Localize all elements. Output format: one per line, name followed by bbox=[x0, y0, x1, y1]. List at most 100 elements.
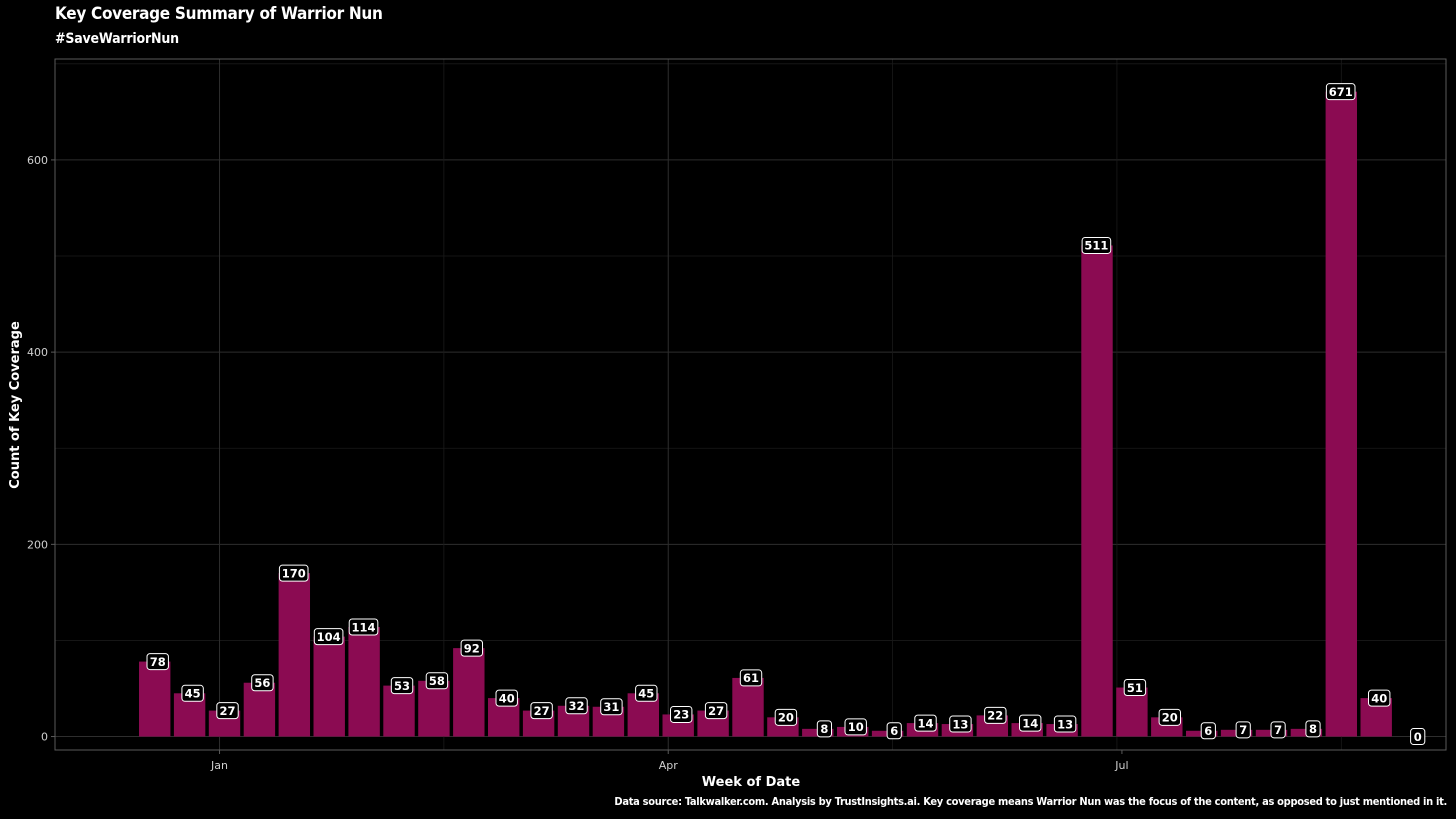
data-label-text: 22 bbox=[987, 709, 1003, 723]
y-axis-label: Count of Key Coverage bbox=[8, 321, 23, 489]
data-label: 53 bbox=[390, 677, 414, 695]
data-label: 8 bbox=[1305, 720, 1321, 738]
bar bbox=[732, 677, 764, 737]
data-label: 10 bbox=[844, 718, 867, 736]
bar bbox=[348, 626, 380, 737]
data-label: 114 bbox=[348, 618, 379, 636]
data-label-text: 40 bbox=[1371, 691, 1387, 705]
data-label: 40 bbox=[495, 689, 518, 707]
data-label: 6 bbox=[1200, 722, 1216, 740]
data-label-text: 40 bbox=[499, 691, 515, 705]
data-label-text: 13 bbox=[1057, 717, 1073, 731]
data-label-text: 8 bbox=[820, 722, 828, 736]
data-label-box bbox=[348, 618, 379, 636]
data-label-box bbox=[949, 715, 972, 733]
data-label-text: 104 bbox=[317, 630, 341, 644]
bar bbox=[313, 636, 345, 737]
data-label-box bbox=[1325, 83, 1356, 101]
data-label-text: 56 bbox=[254, 676, 270, 690]
data-label-text: 114 bbox=[352, 620, 376, 634]
data-label-text: 6 bbox=[1204, 724, 1212, 738]
data-label-box bbox=[278, 564, 309, 582]
data-label-text: 32 bbox=[569, 699, 585, 713]
data-label-text: 45 bbox=[638, 687, 654, 701]
data-label-box bbox=[313, 628, 344, 646]
data-label-box bbox=[1235, 721, 1251, 739]
data-label: 511 bbox=[1081, 236, 1112, 254]
data-label-box bbox=[1200, 722, 1216, 740]
data-label-box bbox=[251, 674, 274, 692]
data-label: 27 bbox=[216, 702, 239, 720]
data-label: 13 bbox=[949, 715, 972, 733]
data-label-box bbox=[1410, 728, 1426, 746]
data-label: 20 bbox=[774, 708, 798, 726]
data-label: 58 bbox=[425, 672, 449, 690]
bar bbox=[139, 661, 171, 737]
data-label: 32 bbox=[565, 697, 588, 715]
data-label-box bbox=[984, 706, 1007, 724]
data-label: 61 bbox=[739, 669, 763, 687]
data-label: 13 bbox=[1053, 715, 1077, 733]
data-label-box bbox=[495, 689, 518, 707]
y-tick-label: 200 bbox=[27, 538, 48, 551]
x-axis-label: Week of Date bbox=[702, 775, 801, 790]
data-label-text: 61 bbox=[743, 671, 759, 685]
data-label-box bbox=[1368, 689, 1391, 707]
data-label: 45 bbox=[181, 684, 204, 702]
data-label-text: 78 bbox=[150, 655, 166, 669]
data-label-text: 27 bbox=[220, 704, 236, 718]
data-label-text: 671 bbox=[1329, 85, 1353, 99]
data-label: 14 bbox=[1019, 714, 1042, 732]
data-label-box bbox=[1053, 715, 1077, 733]
data-label-text: 0 bbox=[1414, 730, 1422, 744]
chart-subtitle: #SaveWarriorNun bbox=[55, 31, 179, 47]
data-label-box bbox=[704, 702, 728, 720]
data-label-box bbox=[460, 639, 484, 657]
data-label-box bbox=[390, 677, 414, 695]
data-label: 40 bbox=[1368, 689, 1391, 707]
data-label-text: 511 bbox=[1084, 239, 1108, 253]
data-label-box bbox=[1270, 721, 1286, 739]
data-label-box bbox=[670, 705, 693, 723]
data-label-box bbox=[1019, 714, 1042, 732]
data-label: 51 bbox=[1123, 679, 1147, 697]
y-tick-label: 0 bbox=[41, 731, 48, 744]
data-label: 27 bbox=[530, 702, 553, 720]
y-tick-label: 400 bbox=[27, 346, 48, 359]
data-label-text: 20 bbox=[1162, 711, 1178, 725]
panel-border bbox=[54, 58, 1447, 751]
data-label: 92 bbox=[460, 639, 484, 657]
data-label: 23 bbox=[670, 705, 693, 723]
data-label-text: 53 bbox=[394, 679, 410, 693]
data-label: 104 bbox=[313, 628, 344, 646]
data-label: 45 bbox=[635, 684, 658, 702]
data-label: 7 bbox=[1270, 721, 1286, 739]
data-label-text: 6 bbox=[890, 724, 898, 738]
x-tick-label: Jan bbox=[210, 759, 228, 772]
data-label-text: 51 bbox=[1127, 681, 1143, 695]
bar bbox=[418, 680, 450, 737]
bar bbox=[453, 648, 485, 737]
data-label-box bbox=[1081, 236, 1112, 254]
data-label-box bbox=[600, 698, 623, 716]
data-label-box bbox=[1158, 708, 1182, 726]
data-label: 31 bbox=[600, 698, 623, 716]
data-label-box bbox=[635, 684, 658, 702]
data-label-box bbox=[1305, 720, 1321, 738]
data-label: 0 bbox=[1410, 728, 1426, 746]
data-label-text: 31 bbox=[603, 700, 619, 714]
data-label-box bbox=[146, 653, 169, 671]
bar bbox=[243, 682, 276, 737]
data-label-text: 27 bbox=[708, 704, 724, 718]
data-label-box bbox=[530, 702, 553, 720]
data-label-text: 23 bbox=[673, 708, 689, 722]
data-label: 7 bbox=[1235, 721, 1251, 739]
data-label-box bbox=[886, 722, 902, 740]
data-label-text: 7 bbox=[1239, 723, 1247, 737]
data-label: 6 bbox=[886, 722, 902, 740]
chart-caption: Data source: Talkwalker.com. Analysis by… bbox=[614, 795, 1447, 808]
data-label-box bbox=[774, 708, 798, 726]
